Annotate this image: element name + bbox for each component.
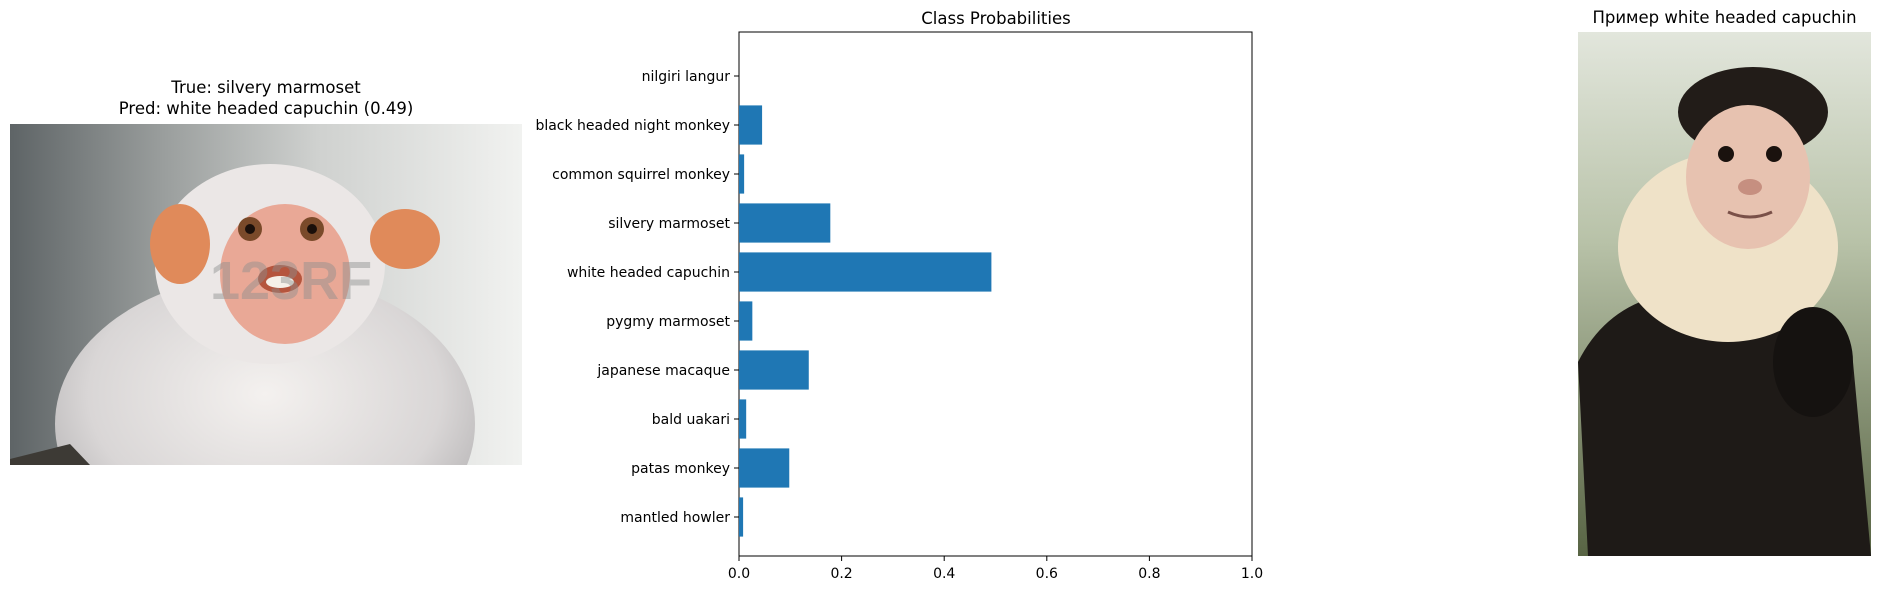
bar-bald-uakari (739, 399, 747, 439)
bar-common-squirrel-monkey (739, 154, 745, 194)
right-image-title: Пример white headed capuchin (1592, 8, 1857, 27)
bar-white-headed-capuchin (739, 252, 992, 292)
y-tick-label: common squirrel monkey (552, 167, 730, 183)
left-image-title-line1: True: silvery marmoset (171, 78, 361, 97)
chart-title: Class Probabilities (921, 9, 1070, 28)
y-tick-label: japanese macaque (596, 363, 730, 379)
left-image-title-line2: Pred: white headed capuchin (0.49) (118, 99, 414, 118)
x-tick-label: 1.0 (1241, 566, 1263, 582)
bar-pygmy-marmoset (739, 301, 753, 341)
y-tick-label: bald uakari (652, 412, 730, 428)
x-tick-label: 0.8 (1138, 566, 1160, 582)
bar-japanese-macaque (739, 350, 809, 390)
white-headed-capuchin-photo (1578, 32, 1871, 556)
x-tick-label: 0.0 (728, 566, 750, 582)
x-tick-label: 0.4 (933, 566, 955, 582)
y-tick-label: white headed capuchin (567, 265, 730, 281)
x-tick-label: 0.2 (830, 566, 852, 582)
bar-mantled-howler (739, 497, 744, 537)
y-tick-label: mantled howler (620, 510, 730, 526)
white-headed-capuchin-illustration (1578, 32, 1871, 556)
y-tick-label: nilgiri langur (642, 69, 731, 85)
y-tick-labels: nilgiri langur black headed night monkey c… (535, 69, 739, 526)
y-tick-label: black headed night monkey (535, 118, 730, 134)
bars-group (739, 105, 992, 537)
silvery-marmoset-illustration: 123RF (10, 124, 522, 465)
chart-frame (738, 31, 1253, 557)
bar-silvery-marmoset (739, 203, 831, 243)
y-tick-label: pygmy marmoset (606, 314, 730, 330)
bar-patas-monkey (739, 448, 790, 488)
y-tick-label: patas monkey (631, 461, 730, 477)
silvery-marmoset-photo: 123RF (10, 124, 522, 465)
x-tick-label: 0.6 (1036, 566, 1058, 582)
bar-black-headed-night-monkey (739, 105, 763, 145)
watermark: 123RF (210, 251, 372, 311)
y-tick-label: silvery marmoset (608, 216, 730, 232)
x-tick-labels: 0.0 0.2 0.4 0.6 0.8 1.0 (728, 556, 1263, 582)
